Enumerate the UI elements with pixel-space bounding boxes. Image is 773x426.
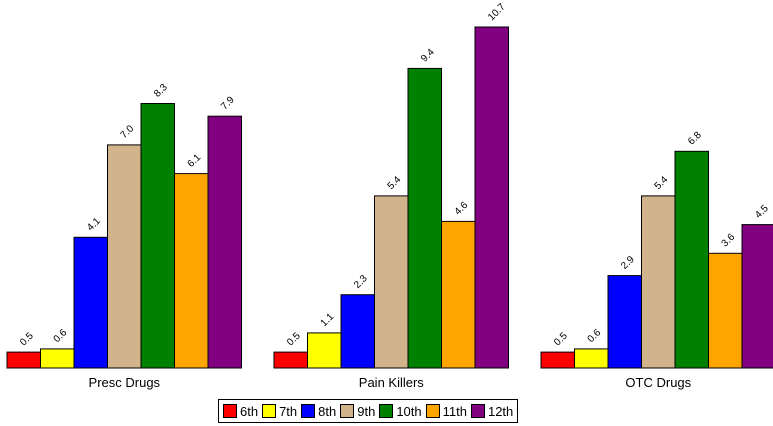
bar-pain-killers-12th — [474, 26, 509, 369]
bar-otc-drugs-12th — [741, 224, 773, 369]
legend-swatch — [223, 404, 237, 418]
bar-pain-killers-8th — [340, 294, 375, 369]
bar-presc-drugs-12th — [207, 115, 242, 369]
data-label: 2.9 — [619, 254, 637, 272]
data-label: 0.6 — [586, 327, 604, 345]
bar-presc-drugs-9th — [107, 144, 142, 369]
bar-presc-drugs-7th — [40, 348, 75, 369]
legend-swatch — [425, 404, 440, 418]
data-label: 4.6 — [453, 200, 471, 218]
data-label: 8.3 — [152, 82, 170, 100]
data-label: 4.5 — [753, 203, 771, 221]
bar-presc-drugs-8th — [73, 236, 108, 369]
bar-otc-drugs-6th — [540, 351, 575, 369]
data-label: 1.1 — [319, 311, 337, 329]
legend-swatch — [470, 404, 485, 418]
data-label: 0.5 — [285, 330, 303, 348]
bar-pain-killers-6th — [273, 351, 308, 369]
legend-swatch — [379, 404, 394, 418]
bar-otc-drugs-9th — [641, 195, 676, 369]
legend-label: 8th — [318, 403, 337, 419]
legend-swatch — [301, 404, 316, 418]
data-label: 4.1 — [85, 216, 103, 234]
legend-label: 6th — [240, 403, 259, 419]
legend-item-11th: 11th — [425, 403, 467, 419]
legend-item-10th: 10th — [379, 403, 422, 419]
legend-swatch — [340, 404, 355, 418]
bar-otc-drugs-8th — [607, 275, 642, 369]
data-label: 0.5 — [18, 330, 36, 348]
legend-item-6th: 6th — [223, 404, 258, 419]
category-label: OTC Drugs — [625, 375, 691, 390]
legend-label: 10th — [396, 403, 422, 419]
bar-pain-killers-7th — [307, 332, 342, 369]
legend-label: 9th — [357, 403, 376, 419]
data-label: 10.7 — [486, 1, 508, 23]
bar-otc-drugs-10th — [674, 150, 709, 369]
data-label: 6.1 — [186, 152, 204, 170]
data-label: 7.9 — [219, 94, 237, 112]
legend-swatch — [262, 404, 277, 418]
bar-pain-killers-11th — [441, 220, 476, 369]
bar-presc-drugs-11th — [174, 173, 209, 369]
legend-item-12th: 12th — [470, 403, 514, 419]
data-label: 3.6 — [720, 232, 738, 250]
legend-label: 11th — [442, 403, 467, 419]
data-label: 0.6 — [52, 327, 70, 345]
bar-otc-drugs-7th — [574, 348, 609, 369]
data-label: 5.4 — [653, 174, 671, 192]
data-label: 2.3 — [352, 273, 370, 291]
data-label: 5.4 — [386, 174, 404, 192]
data-label: 7.0 — [119, 123, 137, 141]
legend-item-7th: 7th — [262, 404, 297, 419]
category-label: Presc Drugs — [89, 375, 161, 390]
bar-pain-killers-10th — [407, 67, 442, 369]
bar-presc-drugs-10th — [140, 103, 175, 369]
bar-pain-killers-9th — [374, 195, 409, 369]
legend-label: 7th — [279, 403, 298, 419]
legend-label: 12th — [487, 403, 514, 419]
legend-item-8th: 8th — [301, 404, 336, 419]
data-label: 9.4 — [419, 47, 437, 65]
chart-legend: 6th 7th 8th 9th 10th 11th 12th — [218, 399, 519, 423]
data-label: 0.5 — [552, 330, 570, 348]
category-label: Pain Killers — [359, 375, 425, 390]
legend-item-9th: 9th — [340, 404, 375, 419]
bar-presc-drugs-6th — [6, 351, 41, 369]
bar-otc-drugs-11th — [708, 252, 743, 369]
data-label: 6.8 — [686, 130, 704, 148]
